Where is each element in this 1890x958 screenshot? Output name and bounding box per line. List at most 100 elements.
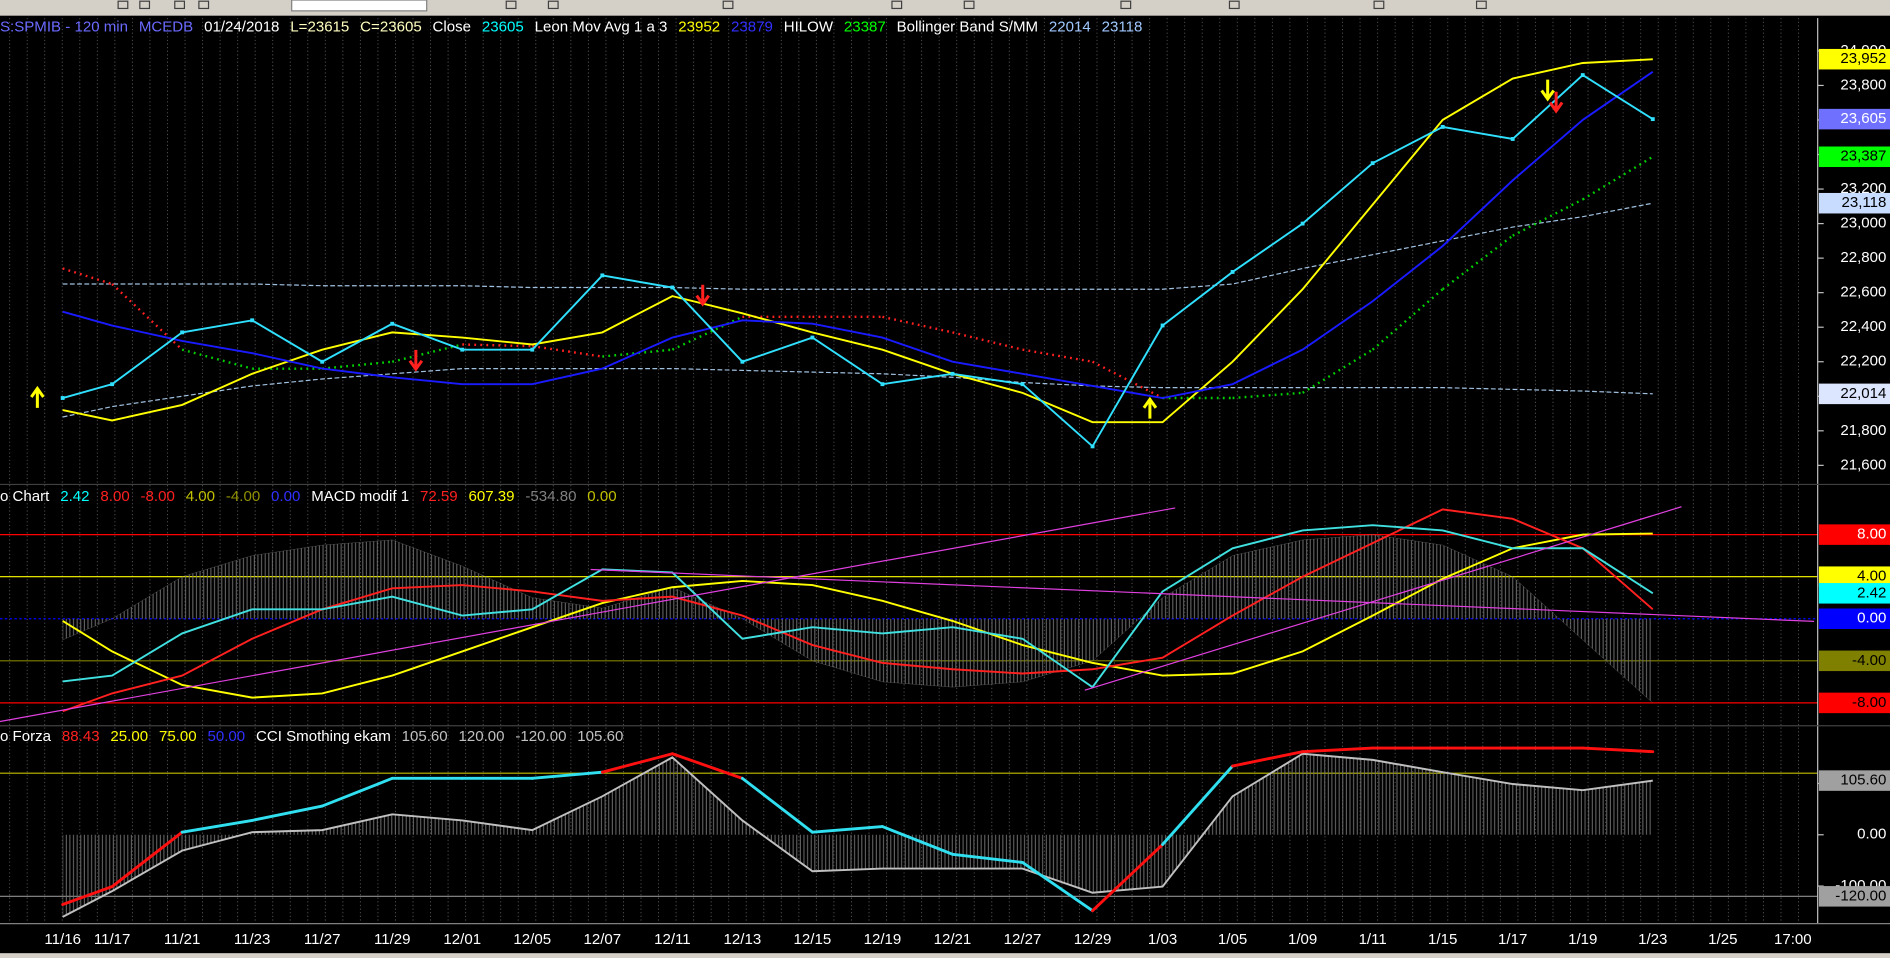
indicator-header: -8.00 xyxy=(141,488,175,505)
tool-icon[interactable] xyxy=(1373,0,1385,10)
close-point xyxy=(880,382,885,387)
status-strip xyxy=(0,953,1890,958)
indicator-line xyxy=(62,58,1653,424)
tool-icon[interactable] xyxy=(505,0,517,10)
x-tick-label: 11/16 xyxy=(44,931,81,948)
x-tick-label: 1/17 xyxy=(1498,931,1527,948)
indicator-header: 105.60 xyxy=(577,728,623,745)
indicator-header: 0.00 xyxy=(271,488,300,505)
hilow-segment xyxy=(1091,360,1164,400)
trend-line xyxy=(1084,506,1682,691)
x-tick-label: 12/01 xyxy=(443,931,481,948)
x-tick-label: 12/21 xyxy=(934,931,972,948)
indicator-header: 25.00 xyxy=(110,728,148,745)
cci-segment xyxy=(320,776,394,808)
hilow-segment xyxy=(1582,155,1654,201)
value-box-label: 23,118 xyxy=(1841,194,1886,211)
value-box xyxy=(1818,48,1890,70)
indicator-header: 23387 xyxy=(844,19,886,36)
indicator-line xyxy=(62,508,1654,713)
value-box-label: 0.00 xyxy=(1857,610,1886,627)
indicator-header: 23605 xyxy=(482,19,524,36)
sell-arrow xyxy=(408,349,424,372)
close-point xyxy=(1370,161,1375,166)
x-tick-label: 1/25 xyxy=(1708,931,1737,948)
close-point xyxy=(530,347,535,352)
close-point xyxy=(1580,73,1585,78)
buy-arrow xyxy=(1142,396,1158,419)
x-tick-label: 11/23 xyxy=(234,931,271,948)
indicator-header: 75.00 xyxy=(159,728,197,745)
indicator-header: Close xyxy=(433,19,471,36)
value-box xyxy=(1818,650,1890,672)
value-box xyxy=(1818,583,1890,604)
hilow-segment xyxy=(671,315,743,351)
tool-icon[interactable] xyxy=(963,0,975,10)
indicator-header: HILOW xyxy=(784,19,834,36)
tool-icon[interactable] xyxy=(891,0,903,10)
close-point xyxy=(950,371,955,376)
x-tick-label: 12/15 xyxy=(794,931,832,948)
tool-icon[interactable] xyxy=(1475,0,1487,10)
tool-icon[interactable] xyxy=(547,0,559,10)
indicator-header: 50.00 xyxy=(207,728,245,745)
indicator-header: 0.00 xyxy=(587,488,616,505)
indicator-header: 23118 xyxy=(1102,19,1143,36)
value-box-label: 2.42 xyxy=(1857,584,1886,601)
cci-segment xyxy=(180,818,254,834)
tool-icon[interactable] xyxy=(117,0,129,10)
close-point xyxy=(460,347,465,352)
x-tick-label: 11/21 xyxy=(164,931,201,948)
close-point xyxy=(1090,444,1095,449)
close-point xyxy=(1300,221,1305,226)
close-point xyxy=(810,335,815,340)
symbol-box[interactable] xyxy=(291,0,428,12)
histogram-outline xyxy=(62,534,1653,704)
close-point xyxy=(1650,117,1655,122)
x-tick-label: 12/11 xyxy=(654,931,691,948)
value-box xyxy=(1818,108,1890,130)
indicator-header: CCI Smothing ekam xyxy=(256,728,391,745)
y-tick-label: 22,400 xyxy=(1840,318,1886,335)
indicator-header: -120.00 xyxy=(515,728,566,745)
indicator-header: -534.80 xyxy=(525,488,576,505)
indicator-header: 4.00 xyxy=(186,488,215,505)
hilow-segment xyxy=(62,267,113,286)
tool-icon[interactable] xyxy=(1120,0,1132,10)
cci-segment xyxy=(110,830,184,889)
tool-icon[interactable] xyxy=(198,0,210,10)
value-box xyxy=(1818,770,1890,791)
indicator-header: 120.00 xyxy=(458,728,504,745)
cci-segment xyxy=(61,885,114,906)
x-tick-label: 12/19 xyxy=(864,931,902,948)
indicator-header: 23879 xyxy=(731,19,773,36)
buy-arrow xyxy=(30,385,45,408)
vertical-grid xyxy=(9,18,1799,924)
indicator-header: MCEDB xyxy=(139,19,193,36)
close-point xyxy=(1510,137,1515,141)
tool-icon[interactable] xyxy=(722,0,734,10)
indicator-line xyxy=(62,367,1653,418)
value-box xyxy=(1818,886,1890,907)
close-point xyxy=(1230,270,1235,274)
histogram-fill xyxy=(62,753,1653,917)
close-point xyxy=(110,382,115,387)
indicator-header: 22014 xyxy=(1049,19,1091,36)
tool-icon[interactable] xyxy=(139,0,151,10)
y-tick-label: 0.00 xyxy=(1857,826,1886,843)
toolbar xyxy=(0,0,1890,16)
tool-icon[interactable] xyxy=(174,0,186,10)
right-axis: 21,60021,80022,00022,20022,40022,60022,8… xyxy=(1817,18,1890,924)
tool-icon[interactable] xyxy=(1228,0,1240,10)
indicator-header: -4.00 xyxy=(226,488,260,505)
plot-area xyxy=(0,58,1818,918)
value-box xyxy=(1818,146,1890,168)
hilow-segment xyxy=(1441,234,1514,291)
value-box xyxy=(1818,608,1890,630)
close-point xyxy=(740,359,745,364)
trend-line xyxy=(590,568,1815,622)
indicator-header: 72.59 xyxy=(420,488,458,505)
hilow-segment xyxy=(181,348,253,370)
indicator-line xyxy=(62,202,1653,290)
